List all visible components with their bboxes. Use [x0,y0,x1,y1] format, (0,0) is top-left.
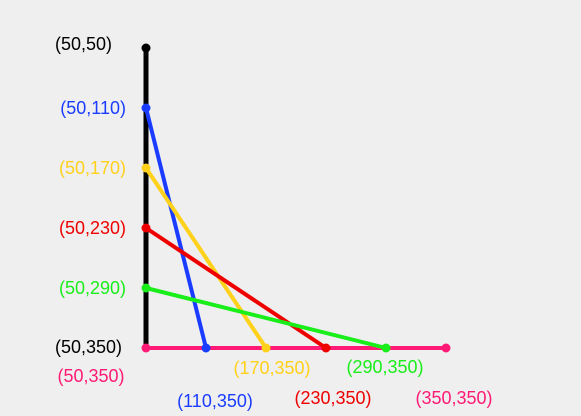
axis-top-point [141,43,151,53]
blue-start-label: (50,110) [60,98,126,118]
blue-end-label: (110,350) [177,391,253,411]
yellow-start-point [141,163,151,173]
green-line [144,286,388,350]
green-start-label: (50,290) [59,278,126,298]
yellow-end-label: (170,350) [233,358,310,378]
blue-end-point [201,343,211,353]
baseline-end-point [441,343,451,353]
axis-top-label: (50,50) [55,34,112,54]
red-end-point [321,343,331,353]
baseline-end-label: (350,350) [415,388,492,408]
origin-point [141,343,151,353]
axis-origin-label: (50,350) [55,337,122,357]
red-end-label: (230,350) [294,388,371,408]
red-start-point [141,223,151,233]
blue-start-point [141,103,151,113]
yellow-start-label: (50,170) [59,158,126,178]
red-line [144,226,328,350]
baseline-start-label: (50,350) [57,366,124,386]
green-end-point [381,343,391,353]
blue-line [144,106,208,350]
green-end-label: (290,350) [346,357,423,377]
yellow-end-point [261,343,271,353]
yellow-line [144,166,268,350]
green-start-point [141,283,151,293]
red-start-label: (50,230) [59,218,126,238]
